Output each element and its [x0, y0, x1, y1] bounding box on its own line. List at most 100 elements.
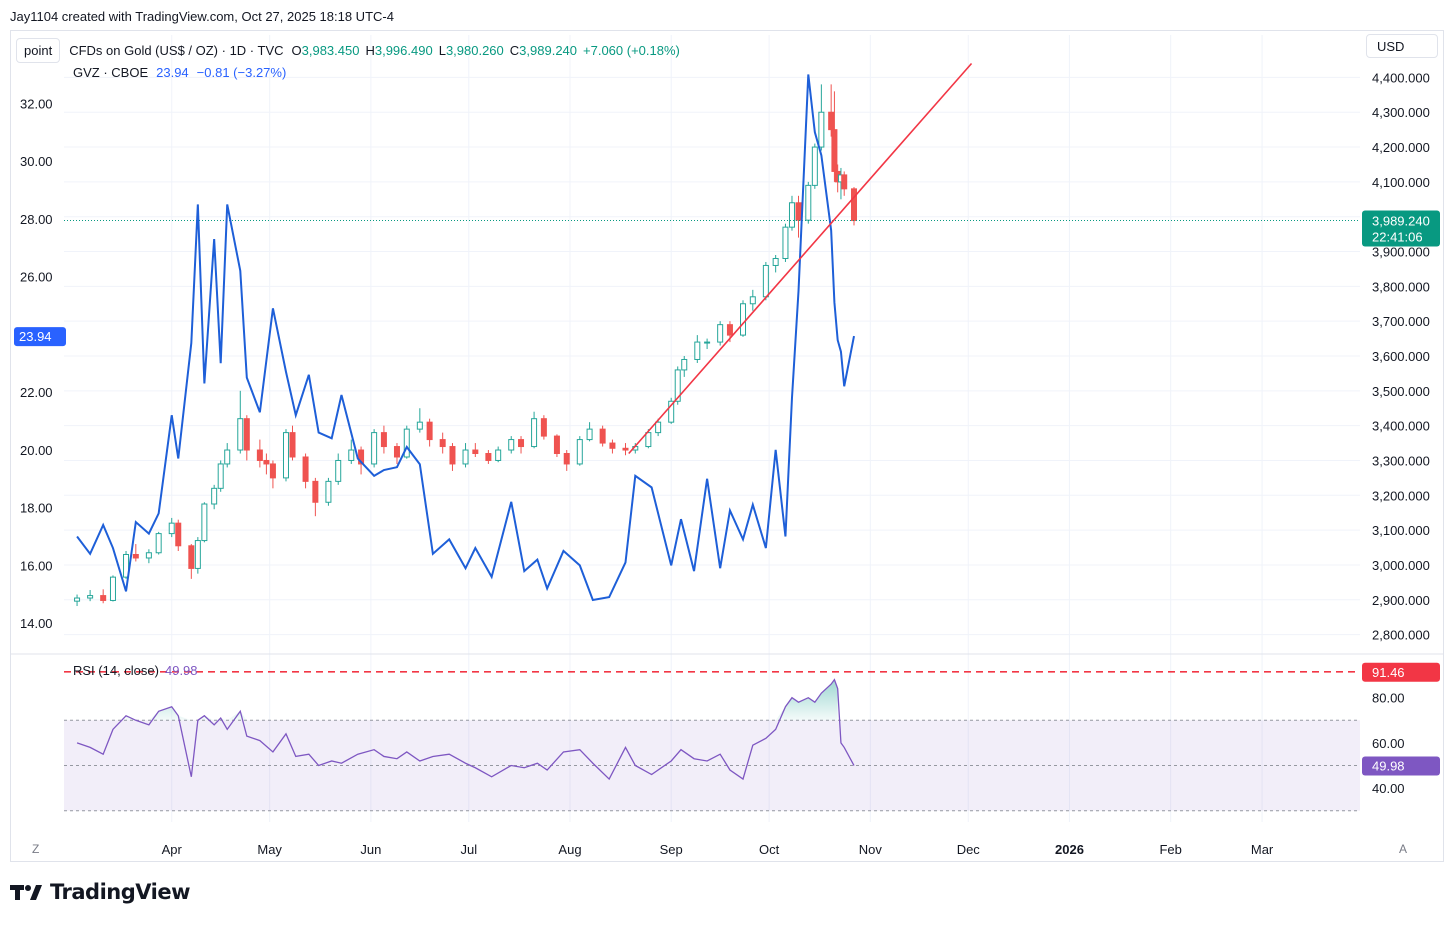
- rsi-legend-value: 49.98: [164, 663, 198, 678]
- candle: [828, 84, 835, 137]
- candle: [416, 408, 423, 433]
- left-axis-tick: 30.00: [20, 154, 53, 169]
- candle: [302, 453, 309, 489]
- candle-body: [348, 449, 355, 461]
- candle: [553, 434, 560, 457]
- auto-scale-button[interactable]: A: [1399, 842, 1408, 856]
- candle: [805, 181, 812, 224]
- candle-body: [599, 428, 606, 444]
- candle-body: [540, 418, 547, 437]
- candle-body: [740, 303, 747, 336]
- right-axis-tick: 3,200.000: [1372, 488, 1430, 503]
- candle: [782, 223, 789, 262]
- high-label: H: [365, 43, 375, 58]
- axes: 2,800.000 2,900.000 3,000.000 3,100.000 3,20…: [20, 70, 1430, 857]
- x-axis-label: May: [257, 842, 282, 857]
- candle-body: [282, 432, 289, 479]
- candle-body: [841, 174, 848, 190]
- candle: [508, 436, 515, 454]
- main-symbol[interactable]: CFDs on Gold (US$ / OZ) · 1D · TVC: [69, 43, 284, 58]
- open-value: 3,983.450: [301, 43, 360, 58]
- x-axis-label: Sep: [660, 842, 683, 857]
- overlay-symbol[interactable]: GVZ · CBOE: [73, 65, 149, 80]
- candle-body: [325, 480, 332, 503]
- candle: [851, 187, 858, 226]
- right-axis-tick: 3,500.000: [1372, 384, 1430, 399]
- candle: [439, 432, 446, 454]
- candle-body: [168, 522, 175, 535]
- candle-body: [762, 264, 769, 298]
- gvz-legend-row: GVZ · CBOE 23.94 −0.81 (−3.27%): [16, 63, 680, 82]
- candle: [472, 443, 479, 457]
- candle-body: [312, 480, 319, 503]
- candle: [740, 300, 747, 337]
- candle: [123, 551, 130, 579]
- candle: [109, 575, 116, 602]
- brand-name: TradingView: [50, 880, 190, 904]
- candle: [168, 517, 175, 538]
- rsi-axis-tick: 60.00: [1372, 736, 1405, 751]
- tradingview-footer: TradingView: [10, 880, 190, 904]
- left-axis-tick: 32.00: [20, 96, 53, 111]
- candle-body: [553, 435, 560, 455]
- candle-body: [155, 533, 162, 554]
- candle: [87, 590, 94, 602]
- candle-body: [74, 597, 81, 602]
- x-axis-label: Oct: [759, 842, 780, 857]
- candle-body: [831, 129, 838, 172]
- chart-credit: Jay1104 created with TradingView.com, Oc…: [10, 9, 394, 24]
- rsi-label[interactable]: RSI (14, close): [73, 663, 159, 678]
- x-axis-label: Aug: [558, 842, 581, 857]
- candle-body: [811, 146, 818, 186]
- scale-z-button[interactable]: Z: [32, 842, 40, 856]
- left-axis-tick: 26.00: [20, 270, 53, 285]
- candle: [243, 415, 250, 461]
- candle-body: [694, 341, 701, 360]
- chart-legend: point CFDs on Gold (US$ / OZ) · 1D · TVC…: [16, 38, 680, 82]
- candle: [100, 589, 107, 604]
- candle-body: [531, 418, 538, 448]
- candle: [289, 425, 296, 461]
- x-axis-label: Mar: [1251, 842, 1274, 857]
- candle: [694, 335, 701, 363]
- candle: [795, 195, 802, 238]
- candle: [655, 418, 662, 437]
- point-button[interactable]: point: [16, 38, 61, 63]
- chart-frame: [10, 30, 1444, 862]
- right-axis-tick: 3,900.000: [1372, 245, 1430, 260]
- candle-body: [818, 111, 825, 148]
- candle: [622, 443, 629, 456]
- x-axis-label: Dec: [957, 842, 981, 857]
- right-axis-tick: 2,900.000: [1372, 593, 1430, 608]
- candle: [237, 390, 244, 454]
- gold-candles: [64, 84, 1360, 607]
- candle-body: [269, 463, 276, 479]
- candle-body: [674, 369, 681, 402]
- rsi-overbought-fill: [126, 679, 838, 721]
- candle-body: [472, 449, 479, 455]
- candle-body: [749, 296, 756, 305]
- candle: [668, 397, 675, 424]
- candle-body: [371, 432, 378, 465]
- candle: [175, 519, 182, 552]
- candle: [818, 84, 825, 151]
- low-label: L: [438, 43, 446, 58]
- candle-body: [655, 421, 662, 434]
- candle: [74, 594, 81, 607]
- candle-body: [194, 540, 201, 569]
- right-axis-tick: 3,400.000: [1372, 419, 1430, 434]
- trend-line-layer: [628, 62, 973, 455]
- candle-body: [224, 449, 231, 465]
- main-legend-row: point CFDs on Gold (US$ / OZ) · 1D · TVC…: [16, 38, 680, 63]
- candle-body: [211, 487, 218, 505]
- candle-body: [518, 439, 525, 448]
- candle-body: [87, 595, 94, 599]
- currency-button[interactable]: USD: [1366, 34, 1438, 58]
- candle: [704, 338, 711, 350]
- candle: [282, 429, 289, 482]
- candle-body: [380, 432, 387, 448]
- x-axis-label: Feb: [1159, 842, 1181, 857]
- candle-body: [805, 184, 812, 221]
